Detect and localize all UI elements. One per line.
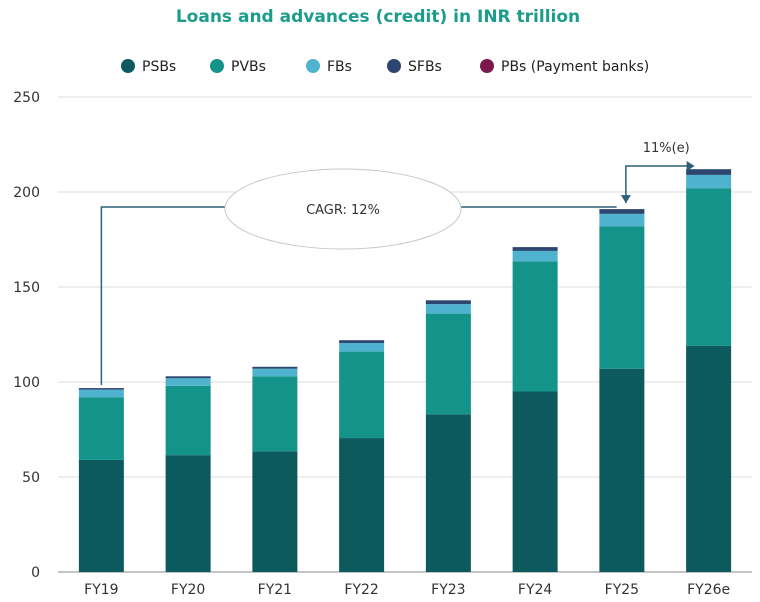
bar-psbs-fy21 [252, 451, 298, 572]
bar-psbs-fy25 [599, 368, 645, 572]
legend-item-psbs: PSBs [121, 59, 176, 75]
bar-stack-fy20 [165, 376, 211, 572]
x-tick-label: FY20 [171, 582, 205, 598]
x-axis: FY19 FY20 FY21 FY22 FY23 FY24 FY25 FY26e [84, 582, 730, 598]
bar-fbs-fy23 [425, 304, 471, 314]
bar-psbs-fy26e [686, 345, 732, 572]
bar-stack-fy24 [512, 247, 558, 572]
x-tick-label: FY26e [687, 582, 730, 598]
bar-fbs-fy21 [252, 368, 298, 377]
bar-pvbs-fy25 [599, 226, 645, 369]
bar-fbs-fy20 [165, 378, 211, 386]
x-tick-label: FY23 [431, 582, 465, 598]
bar-stack-fy19 [78, 388, 124, 572]
x-tick-label: FY19 [84, 582, 118, 598]
legend-label: PSBs [142, 59, 176, 75]
bar-fbs-fy22 [339, 343, 385, 352]
growth-label: 11%(e) [643, 141, 690, 156]
cagr-label: CAGR: 12% [306, 203, 380, 218]
bar-pvbs-fy20 [165, 385, 211, 456]
bar-stack-fy21 [252, 366, 298, 572]
bar-sfbs-fy26e [686, 169, 732, 175]
bar-sfbs-fy22 [339, 340, 385, 344]
bar-pvbs-fy19 [78, 397, 124, 460]
growth-arrowhead-right [686, 161, 695, 171]
bar-pvbs-fy23 [425, 313, 471, 415]
x-tick-label: FY21 [258, 582, 292, 598]
bar-stack-fy25 [599, 209, 645, 572]
legend-item-sfbs: SFBs [387, 59, 442, 75]
bar-pvbs-fy22 [339, 351, 385, 439]
bar-fbs-fy25 [599, 213, 645, 227]
y-tick-label: 0 [31, 565, 40, 581]
y-tick-label: 50 [22, 470, 40, 486]
bar-psbs-fy23 [425, 414, 471, 572]
x-tick-label: FY24 [518, 582, 553, 598]
legend-item-pvbs: PVBs [210, 59, 266, 75]
bar-sfbs-fy21 [252, 366, 298, 369]
bar-psbs-fy24 [512, 391, 558, 572]
y-axis: 0 50 100 150 200 250 [13, 90, 40, 581]
legend-item-fbs: FBs [306, 59, 352, 75]
cagr-bubble [224, 168, 462, 250]
growth-arrowhead-up [620, 195, 631, 204]
legend-label: FBs [327, 59, 352, 75]
bar-psbs-fy22 [339, 438, 385, 572]
legend-swatch [387, 59, 401, 73]
bar-sfbs-fy23 [425, 300, 471, 305]
growth-arrow [625, 165, 689, 204]
bars [78, 169, 732, 572]
legend-swatch [480, 59, 494, 73]
bar-pvbs-fy26e [686, 188, 732, 346]
legend-label: PVBs [231, 59, 266, 75]
bar-sfbs-fy20 [165, 376, 211, 379]
y-tick-label: 150 [13, 280, 40, 296]
bar-pvbs-fy21 [252, 376, 298, 452]
gridlines [58, 96, 752, 573]
bar-sfbs-fy24 [512, 247, 558, 251]
bar-pvbs-fy24 [512, 261, 558, 392]
y-tick-label: 100 [13, 375, 40, 391]
x-tick-label: FY25 [605, 582, 639, 598]
legend-swatch [121, 59, 135, 73]
bar-fbs-fy26e [686, 174, 732, 189]
bar-stack-fy22 [339, 340, 385, 572]
legend-label: SFBs [408, 59, 442, 75]
y-tick-label: 250 [13, 90, 40, 106]
legend-label: PBs (Payment banks) [501, 59, 649, 75]
bar-sfbs-fy19 [78, 388, 124, 390]
bar-fbs-fy19 [78, 389, 124, 398]
bar-sfbs-fy25 [599, 209, 645, 214]
legend-swatch [306, 59, 320, 73]
bar-stack-fy23 [425, 300, 471, 572]
annotations: CAGR: 12% 11%(e) [100, 141, 695, 386]
chart-legend: PSBs PVBs FBs SFBs PBs (Payment banks) [121, 59, 649, 75]
bar-psbs-fy20 [165, 455, 211, 572]
y-tick-label: 200 [13, 185, 40, 201]
bar-psbs-fy19 [78, 459, 124, 572]
x-tick-label: FY22 [344, 582, 378, 598]
legend-item-pbs-payment-banks: PBs (Payment banks) [480, 59, 649, 75]
bar-fbs-fy24 [512, 250, 558, 262]
legend-swatch [210, 59, 224, 73]
bar-stack-fy26e [686, 169, 732, 572]
chart-title: Loans and advances (credit) in INR trill… [176, 7, 580, 27]
